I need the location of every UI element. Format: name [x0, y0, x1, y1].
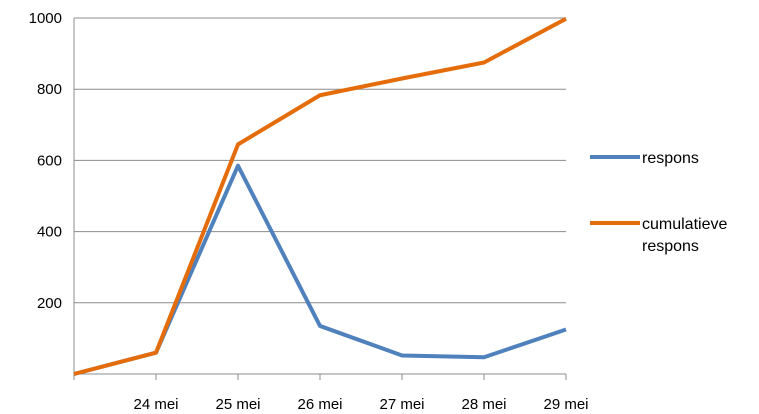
gridlines: [74, 17, 566, 304]
x-tick-label: 27 mei: [379, 396, 424, 413]
x-tick-label: 29 mei: [543, 396, 588, 413]
legend-label: respons: [642, 150, 699, 167]
x-tick-label: 24 mei: [133, 396, 178, 413]
legend: respons cumulatieve respons: [590, 150, 727, 255]
x-tick-label: 26 mei: [297, 396, 342, 413]
y-tick-label: 400: [37, 224, 62, 241]
series-lines: [73, 16, 567, 376]
y-tick-label: 200: [37, 295, 62, 312]
tick-labels: 200 400 600 800 1000 24 mei 25 mei 26 mei 27 mei…: [29, 10, 589, 413]
axes: [73, 18, 567, 380]
y-tick-label: 600: [37, 152, 62, 169]
legend-label: respons: [642, 238, 699, 255]
y-tick-label: 1000: [29, 10, 62, 27]
x-tick-label: 28 mei: [461, 396, 506, 413]
x-tick-label: 25 mei: [215, 396, 260, 413]
series-line-0: [73, 163, 567, 376]
y-tick-label: 800: [37, 81, 62, 98]
legend-label: cumulatieve: [642, 216, 727, 233]
series-line-1: [73, 16, 567, 376]
